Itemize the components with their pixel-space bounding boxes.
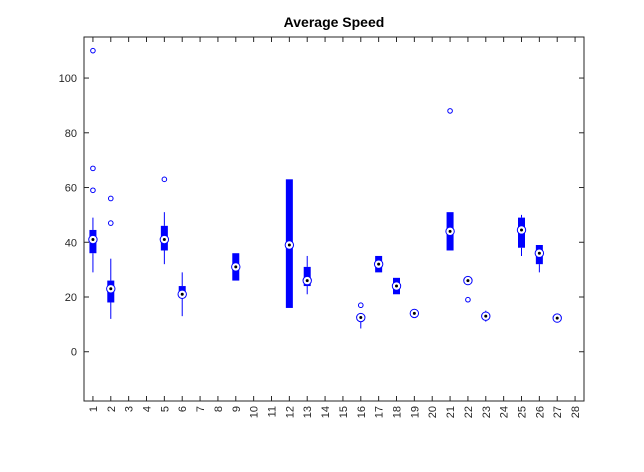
outlier-point (465, 296, 471, 303)
outlier-point (107, 220, 114, 226)
x-tick-label: 9 (231, 406, 243, 412)
outlier-point (161, 176, 168, 183)
x-tick-label: 12 (284, 406, 296, 418)
median-dot (537, 251, 541, 255)
box-26 (534, 245, 545, 273)
x-tick-label: 6 (177, 406, 189, 412)
median-dot (466, 279, 470, 283)
box-9 (231, 253, 241, 281)
x-tick-label: 18 (392, 406, 404, 418)
x-tick-label: 5 (159, 406, 171, 412)
median-dot (412, 311, 416, 315)
box-21 (445, 108, 455, 251)
x-tick-label: 25 (517, 406, 529, 418)
x-tick-label: 21 (445, 406, 457, 418)
median-dot (287, 243, 291, 247)
box-18 (391, 277, 402, 295)
x-tick-label: 11 (267, 406, 279, 417)
median-dot (520, 228, 523, 232)
x-tick-label: 13 (302, 406, 314, 418)
median-dot (377, 262, 381, 266)
outlier-point (447, 108, 453, 114)
median-dot (359, 316, 363, 320)
x-tick-label: 4 (142, 406, 154, 412)
median-dot (555, 316, 559, 320)
box-5 (159, 176, 170, 265)
box-17 (373, 255, 384, 273)
x-tick-label: 19 (409, 406, 421, 418)
box-23 (481, 310, 491, 322)
y-tick-label: 40 (65, 237, 77, 249)
x-tick-label: 22 (463, 406, 475, 418)
outlier-point (90, 165, 96, 172)
x-tick-label: 16 (356, 406, 368, 418)
x-tick-label: 15 (338, 406, 350, 418)
chart-title: Average Speed (284, 14, 385, 30)
x-tick-label: 26 (534, 406, 546, 418)
box-2 (106, 195, 116, 319)
box-1 (88, 47, 98, 273)
x-tick-label: 7 (195, 406, 207, 412)
x-tick-label: 8 (213, 406, 225, 412)
x-tick-label: 2 (106, 406, 118, 412)
y-tick-label: 20 (65, 292, 77, 304)
y-tick-label: 60 (65, 183, 77, 195)
outlier-point (90, 187, 96, 194)
y-tick-label: 80 (65, 128, 77, 140)
plot-area (83, 36, 585, 402)
box-19 (409, 308, 420, 319)
x-tick-label: 27 (552, 406, 564, 418)
median-dot (109, 287, 113, 291)
median-dot (162, 238, 166, 242)
box-22 (463, 275, 473, 303)
box-6 (177, 272, 187, 317)
x-tick-label: 1 (88, 406, 100, 412)
median-dot (234, 265, 238, 269)
box-25 (516, 214, 527, 256)
outlier-point (107, 195, 114, 202)
x-tick-label: 14 (320, 406, 332, 418)
y-tick-label: 100 (59, 73, 77, 85)
median-dot (180, 292, 184, 296)
x-tick-label: 3 (124, 406, 136, 412)
box-27 (552, 313, 562, 323)
outlier-point (90, 47, 96, 54)
median-dot (395, 284, 398, 288)
x-axis: 1 2 3 4 5 6 7 8 9 10 11 12 13 14 15 16 17 18 19 20 21 22 23 24 2… (88, 37, 582, 418)
box-13 (302, 255, 312, 295)
x-tick-label: 17 (374, 406, 386, 418)
x-tick-label: 23 (481, 406, 493, 418)
outlier-point (357, 302, 364, 309)
median-dot (484, 314, 488, 318)
x-tick-label: 20 (427, 406, 439, 418)
box-16 (356, 302, 366, 329)
boxes-layer (88, 47, 562, 329)
x-tick-label: 28 (570, 406, 582, 418)
y-axis: 0 20 40 60 80 100 (59, 73, 584, 359)
box-12 (284, 179, 295, 308)
x-tick-label: 10 (249, 406, 261, 418)
x-tick-label: 24 (499, 406, 511, 418)
median-dot (305, 279, 309, 283)
y-tick-label: 0 (71, 347, 77, 359)
median-dot (448, 229, 452, 233)
median-dot (91, 238, 95, 242)
